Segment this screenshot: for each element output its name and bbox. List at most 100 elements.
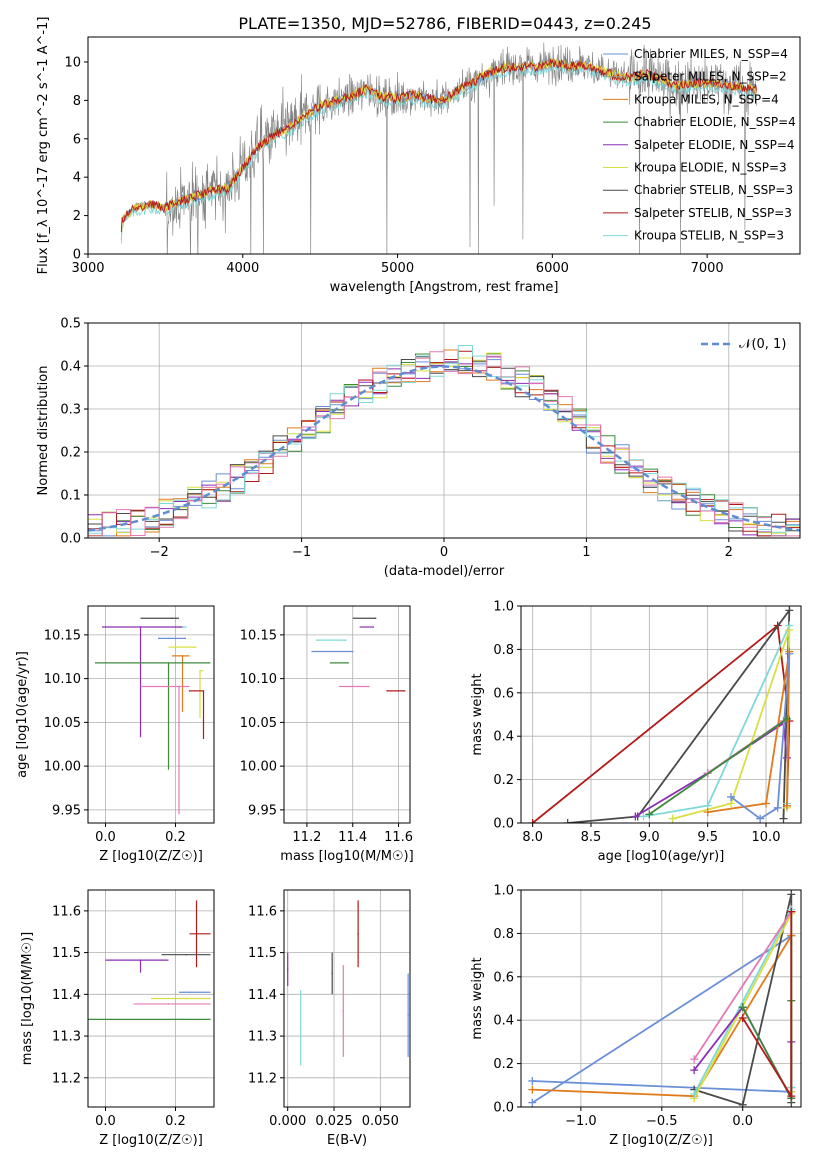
axes-frame <box>87 36 801 255</box>
axes-frame <box>520 889 802 1108</box>
histogram-step-pink <box>88 351 800 538</box>
data-point <box>167 1003 170 1005</box>
data-point <box>351 650 354 653</box>
x-tick-label: 0.2 <box>165 830 186 845</box>
data-point <box>167 637 170 640</box>
weight-vs-age-panel: 8.0 8.5 9.0 9.5 10.0 0.0 0.2 0.4 0.6 0.8 1.0 age [l… <box>470 600 802 864</box>
weight-series-line <box>730 653 791 820</box>
y-tick-label: 6 <box>73 132 81 147</box>
plot-area <box>120 42 757 254</box>
weight-point-marker <box>703 808 712 817</box>
y-tick-label: 10.05 <box>240 716 277 731</box>
weight-point-marker <box>738 1003 747 1012</box>
weight-point-marker <box>756 814 765 823</box>
data-point <box>139 959 142 961</box>
y-tick-label: 0.4 <box>493 1014 514 1029</box>
y-tick-label: 0.2 <box>493 1057 514 1072</box>
y-tick-label: 11.2 <box>248 1071 277 1086</box>
data-point <box>181 1018 184 1021</box>
y-tick-label: 0.2 <box>493 773 514 788</box>
weight-series-line <box>648 718 788 816</box>
x-tick-label: 7000 <box>691 261 724 276</box>
weight-point-marker <box>738 1014 747 1023</box>
data-point <box>195 933 198 935</box>
weight-series-line <box>707 651 791 813</box>
y-tick-label: 11.5 <box>248 946 277 961</box>
weight-point-marker <box>690 1055 699 1064</box>
x-tick-label: 0.2 <box>165 1114 186 1129</box>
y-tick-label: 10.10 <box>44 672 81 687</box>
x-tick-label: 0 <box>440 545 448 560</box>
data-point <box>188 991 191 994</box>
weight-point-marker <box>528 1098 537 1107</box>
y-tick-label: 11.3 <box>248 1030 277 1045</box>
y-tick-label: 0.5 <box>60 317 81 332</box>
x-tick-label: 0.025 <box>315 1114 352 1129</box>
weight-series-line <box>672 629 791 820</box>
x-axis-label: (data-model)/error <box>384 564 505 579</box>
y-tick-label: 8 <box>73 94 81 109</box>
x-axis-label: E(B-V) <box>327 1133 367 1148</box>
plot-area <box>311 617 406 692</box>
data-point <box>185 997 187 1000</box>
histogram-step-kroupa-stelib <box>88 345 800 538</box>
data-point <box>185 626 187 628</box>
axes-frame <box>520 605 802 824</box>
y-tick-label: 2 <box>73 209 81 224</box>
weight-point-marker <box>785 606 794 615</box>
y-tick-label: 0.0 <box>493 817 514 832</box>
y-axis-label: Flux [f_λ 10^-17 erg cm^-2 s^-1 A^-1] <box>36 17 51 275</box>
y-tick-label: 9.95 <box>248 803 277 818</box>
x-axis-label: Z [log10(Z/Z☉)] <box>609 1133 713 1148</box>
y-tick-label: 11.6 <box>248 904 277 919</box>
y-tick-label: 1.0 <box>493 884 514 899</box>
weight-point-marker <box>779 814 788 823</box>
x-tick-label: 9.5 <box>697 830 718 845</box>
y-tick-label: 0.8 <box>493 643 514 658</box>
x-tick-label: 1 <box>582 545 590 560</box>
legend-label: Salpeter STELIB, N_SSP=3 <box>634 206 792 220</box>
legend-label: Chabrier MILES, N_SSP=4 <box>634 47 788 61</box>
x-axis-label: Z [log10(Z/Z☉)] <box>99 849 203 864</box>
weight-point-marker <box>528 1085 537 1094</box>
weight-point-marker <box>762 799 770 808</box>
y-tick-label: 4 <box>73 171 81 186</box>
x-tick-label: 8.5 <box>581 830 602 845</box>
data-point <box>181 655 184 657</box>
data-point <box>357 933 359 935</box>
plot-area <box>286 900 409 1066</box>
y-tick-label: 1.0 <box>493 600 514 615</box>
x-tick-label: 2 <box>725 545 733 560</box>
x-tick-label: 11.2 <box>292 830 321 845</box>
y-tick-label: 11.4 <box>248 988 277 1003</box>
weight-series-line <box>532 623 791 823</box>
spectrum-panel: Chabrier MILES, N_SSP=4 Salpeter MILES, N… <box>36 17 801 295</box>
weight-point-marker <box>787 890 796 899</box>
y-tick-label: 11.2 <box>52 1071 81 1086</box>
y-tick-label: 10.10 <box>240 672 277 687</box>
y-tick-label: 0.2 <box>60 446 81 461</box>
y-tick-label: 11.6 <box>52 904 81 919</box>
weight-point-marker <box>773 803 782 812</box>
y-tick-label: 0.8 <box>493 927 514 942</box>
y-tick-label: 0.6 <box>493 970 514 985</box>
legend-label: Kroupa MILES, N_SSP=4 <box>634 92 779 106</box>
x-axis-label: mass [log10(M/M☉)] <box>280 849 413 864</box>
x-tick-label: 0.000 <box>269 1114 306 1129</box>
data-point <box>331 972 333 975</box>
y-tick-label: 11.4 <box>52 988 81 1003</box>
x-tick-label: 0.0 <box>95 830 116 845</box>
y-tick-label: 0.0 <box>60 532 81 547</box>
y-tick-label: 10.15 <box>240 628 277 643</box>
legend-label: Chabrier STELIB, N_SSP=3 <box>634 183 793 197</box>
plot-area <box>528 890 796 1107</box>
data-point <box>372 626 375 628</box>
weight-point-marker <box>787 907 796 916</box>
weight-point-marker <box>690 1089 699 1098</box>
y-tick-label: 0.6 <box>493 686 514 701</box>
y-tick-label: 9.95 <box>52 803 81 818</box>
y-tick-label: 0.0 <box>493 1101 514 1116</box>
y-axis-label: mass weight <box>470 673 485 755</box>
data-point <box>185 953 187 956</box>
data-point <box>347 662 349 664</box>
